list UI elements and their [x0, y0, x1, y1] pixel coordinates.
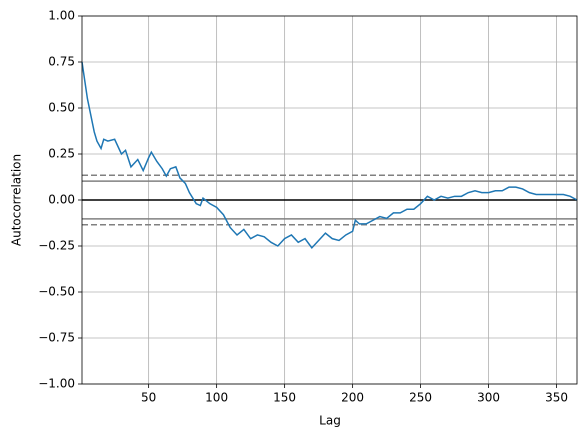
- y-tick-label: −0.25: [38, 239, 75, 253]
- x-tick-label: 100: [205, 391, 228, 405]
- x-tick-label: 50: [141, 391, 156, 405]
- y-tick-label: −1.00: [38, 377, 75, 391]
- x-tick-label: 350: [545, 391, 568, 405]
- y-tick-label: 0.00: [48, 193, 75, 207]
- series-line: [81, 61, 578, 250]
- plot-frame: [81, 15, 578, 385]
- y-tick-label: 0.75: [48, 55, 75, 69]
- y-tick-label: 0.25: [48, 147, 75, 161]
- x-tick-label: 250: [409, 391, 432, 405]
- y-tick-label: 0.50: [48, 101, 75, 115]
- x-tick-label: 300: [477, 391, 500, 405]
- y-axis-label: Autocorrelation: [10, 154, 24, 246]
- y-tick-label: −0.50: [38, 285, 75, 299]
- y-tick-label: 1.00: [48, 9, 75, 23]
- y-tick-label: −0.75: [38, 331, 75, 345]
- x-tick-label: 150: [273, 391, 296, 405]
- x-tick-label: 200: [341, 391, 364, 405]
- x-axis-label: Lag: [319, 414, 341, 428]
